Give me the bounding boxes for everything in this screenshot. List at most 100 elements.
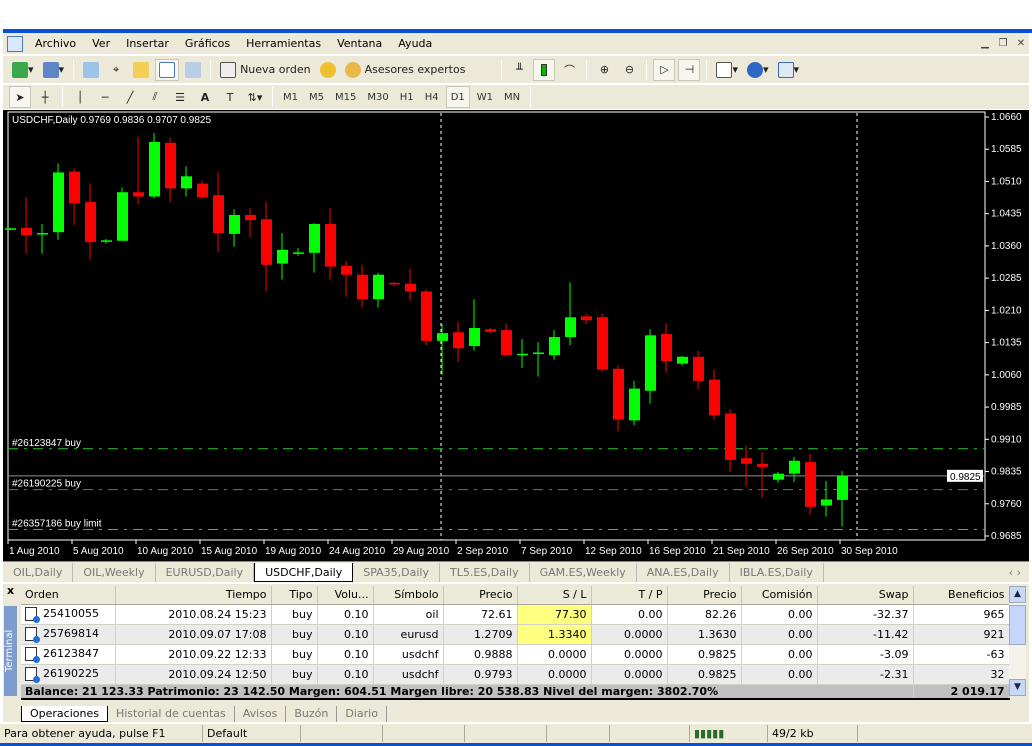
candlestick-icon[interactable] <box>533 58 556 81</box>
new-chart-icon[interactable]: ▾ <box>9 59 37 81</box>
chart-tab[interactable]: OIL,Weekly <box>73 563 156 582</box>
price-chart[interactable]: USDCHF,Daily 0.9769 0.9836 0.9707 0.9825… <box>3 110 1029 561</box>
trade-row[interactable]: 26123847 2010.09.22 12:33 buy 0.10 usdchf 0.9… <box>21 644 1010 665</box>
menu-ver[interactable]: Ver <box>92 37 111 50</box>
text-icon[interactable]: A <box>200 90 210 104</box>
terminal-tab-historial[interactable]: Historial de cuentas <box>108 706 235 722</box>
terminal-tab-diario[interactable]: Diario <box>337 706 387 722</box>
timeframe-h1[interactable]: H1 <box>399 91 414 103</box>
chart-tab-active[interactable]: USDCHF,Daily <box>254 563 354 582</box>
menu-archivo[interactable]: Archivo <box>35 37 77 50</box>
cell-7: 0.0000 <box>591 644 668 665</box>
close-icon[interactable]: ✕ <box>1016 37 1026 49</box>
auto-scroll-icon[interactable]: ▷ <box>653 58 676 81</box>
chart-tab[interactable]: OIL,Daily <box>3 563 74 582</box>
arrows-icon[interactable]: ⇅▾ <box>247 90 263 104</box>
chart-tab[interactable]: IBLA.ES,Daily <box>730 563 824 582</box>
column-header[interactable]: Precio <box>667 586 742 605</box>
candle-down <box>501 330 512 356</box>
crosshair-data-window-icon[interactable]: ⌖ <box>112 62 120 76</box>
scroll-down-icon[interactable]: ▼ <box>1009 679 1026 696</box>
chart-tab[interactable]: TL5.ES,Daily <box>440 563 530 582</box>
trades-table: Orden Tiempo Tipo Volu... Símbolo Precio S / L… <box>21 586 1010 700</box>
restore-icon[interactable]: ❐ <box>998 37 1008 49</box>
candlestick-chart[interactable]: USDCHF,Daily 0.9769 0.9836 0.9707 0.9825… <box>3 110 1029 561</box>
terminal-scrollbar[interactable]: ▲ ▼ <box>1009 586 1026 696</box>
scroll-thumb[interactable] <box>1009 605 1026 645</box>
indicators-icon[interactable]: ▾ <box>713 59 741 81</box>
terminal-tab-buzon[interactable]: Buzón <box>286 706 338 722</box>
trade-row[interactable]: 25410055 2010.08.24 15:23 buy 0.10 oil 72.61 7… <box>21 604 1010 625</box>
zoom-out-icon[interactable]: ⊖ <box>624 63 635 76</box>
periods-icon[interactable]: ▾ <box>744 59 772 81</box>
text-label-icon[interactable]: T <box>226 90 234 104</box>
terminal-tab-operaciones[interactable]: Operaciones <box>21 706 108 722</box>
timeframe-h4[interactable]: H4 <box>424 91 439 103</box>
horizontal-line-icon[interactable]: ─ <box>101 90 109 104</box>
metaeditor-icon[interactable] <box>317 59 339 81</box>
trade-row[interactable]: 25769814 2010.09.07 17:08 buy 0.10 eurusd 1.2… <box>21 624 1010 645</box>
terminal-close-button[interactable]: x <box>6 584 15 597</box>
column-header[interactable]: Volu... <box>317 586 374 605</box>
chart-tab[interactable]: EURUSD,Daily <box>156 563 255 582</box>
timeframe-w1[interactable]: W1 <box>476 91 494 103</box>
cell-11: 921 <box>913 624 1010 645</box>
profiles-icon[interactable]: ▾ <box>40 59 68 81</box>
y-tick-label: 0.9760 <box>991 499 1022 510</box>
expert-advisors-button[interactable]: Asesores expertos <box>342 59 469 81</box>
menu-ventana[interactable]: Ventana <box>337 37 383 50</box>
terminal-tab-avisos[interactable]: Avisos <box>235 706 287 722</box>
crosshair-icon[interactable]: ┼ <box>41 90 49 104</box>
trade-row[interactable]: 26190225 2010.09.24 12:50 buy 0.10 usdchf 0.9… <box>21 664 1010 685</box>
chart-tab[interactable]: ANA.ES,Daily <box>637 563 730 582</box>
menu-insertar[interactable]: Insertar <box>126 37 169 50</box>
column-header[interactable]: Swap <box>817 586 914 605</box>
column-header[interactable]: T / P <box>591 586 668 605</box>
candle-down <box>261 219 272 265</box>
column-header[interactable]: Tipo <box>271 586 318 605</box>
menu-graficos[interactable]: Gráficos <box>184 37 231 50</box>
column-header[interactable]: Comisión <box>741 586 818 605</box>
scroll-up-icon[interactable]: ▲ <box>1009 586 1026 603</box>
tab-scroll-arrows[interactable]: ‹ › <box>1008 566 1021 579</box>
timeframe-m5[interactable]: M5 <box>309 91 324 103</box>
strategy-tester-icon[interactable] <box>182 59 204 81</box>
templates-icon[interactable]: ▾ <box>775 59 803 81</box>
navigator-icon[interactable] <box>130 59 152 81</box>
candle-up <box>821 499 832 506</box>
fibonacci-icon[interactable]: ☰ <box>175 90 185 104</box>
menu-ayuda[interactable]: Ayuda <box>398 37 433 50</box>
balance-text: Balance: 21 123.33 Patrimonio: 23 142.50… <box>21 684 914 700</box>
timeframe-m30[interactable]: M30 <box>367 91 389 103</box>
menu-herramientas[interactable]: Herramientas <box>246 37 322 50</box>
x-tick-label: 24 Aug 2010 <box>329 546 386 557</box>
column-header[interactable]: Precio <box>443 586 518 605</box>
bar-chart-icon[interactable]: ╨ <box>516 63 523 76</box>
column-header[interactable]: Tiempo <box>115 586 272 605</box>
timeframe-m1[interactable]: M1 <box>283 91 298 103</box>
cursor-icon[interactable]: ➤ <box>9 86 31 108</box>
column-header[interactable]: S / L <box>517 586 592 605</box>
terminal-icon[interactable] <box>155 58 180 81</box>
chart-shift-icon[interactable]: ⊣ <box>678 58 701 81</box>
timeframe-m15[interactable]: M15 <box>335 91 357 103</box>
vertical-line-icon[interactable]: │ <box>76 90 84 104</box>
cell-1: 2010.09.24 12:50 <box>115 664 272 685</box>
chart-tab[interactable]: GAM.ES,Weekly <box>530 563 637 582</box>
minimize-icon[interactable]: ▁ <box>981 37 989 49</box>
new-order-button[interactable]: Nueva orden <box>217 59 314 81</box>
column-header[interactable]: Beneficios <box>913 586 1010 605</box>
line-chart-icon[interactable]: ⌒ <box>563 63 575 77</box>
cell-9: 0.00 <box>741 664 818 685</box>
equidistant-channel-icon[interactable]: ⫽ <box>152 90 158 103</box>
chart-tab[interactable]: SPA35,Daily <box>353 563 440 582</box>
zoom-in-icon[interactable]: ⊕ <box>599 63 610 76</box>
column-header[interactable]: Símbolo <box>373 586 444 605</box>
column-header[interactable]: Orden <box>21 586 116 605</box>
timeframe-mn[interactable]: MN <box>504 91 521 103</box>
order-icon <box>25 667 40 683</box>
trendline-icon[interactable]: ╱ <box>126 90 134 104</box>
timeframe-d1[interactable]: D1 <box>445 86 470 108</box>
cell-4: usdchf <box>373 644 444 665</box>
market-watch-icon[interactable] <box>80 59 102 81</box>
